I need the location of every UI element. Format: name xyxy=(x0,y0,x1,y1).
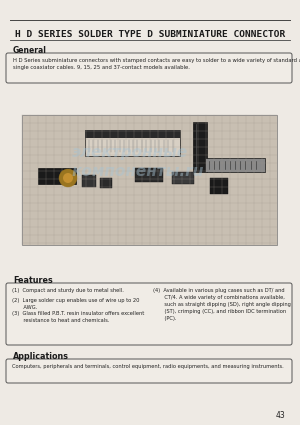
Bar xyxy=(38,168,76,184)
Text: Computers, peripherals and terminals, control equipment, radio equipments, and m: Computers, peripherals and terminals, co… xyxy=(12,364,284,369)
Text: электронные
компоненты.ru: электронные компоненты.ru xyxy=(72,145,205,179)
Circle shape xyxy=(63,173,73,183)
Bar xyxy=(135,168,163,182)
Text: General: General xyxy=(13,46,47,55)
Bar xyxy=(100,178,112,188)
Text: (3)  Glass filled P.B.T. resin insulator offers excellent
       resistance to h: (3) Glass filled P.B.T. resin insulator … xyxy=(12,311,144,323)
Text: Features: Features xyxy=(13,276,53,285)
Bar xyxy=(82,175,96,187)
FancyBboxPatch shape xyxy=(6,53,292,83)
Text: (4)  Available in various plug cases such as DT/ and
       CT/4. A wide variety: (4) Available in various plug cases such… xyxy=(153,288,291,321)
Text: H D Series subminiature connectors with stamped contacts are easy to solder to a: H D Series subminiature connectors with … xyxy=(13,58,300,70)
Bar xyxy=(85,130,180,156)
Text: 43: 43 xyxy=(275,411,285,420)
Text: H D SERIES SOLDER TYPE D SUBMINIATURE CONNECTOR: H D SERIES SOLDER TYPE D SUBMINIATURE CO… xyxy=(15,30,285,39)
FancyBboxPatch shape xyxy=(6,359,292,383)
Bar xyxy=(85,130,180,138)
Text: (2)  Large solder cup enables use of wire up to 20
       AWG.: (2) Large solder cup enables use of wire… xyxy=(12,298,140,310)
Text: Applications: Applications xyxy=(13,352,69,361)
Bar xyxy=(193,122,207,172)
Bar xyxy=(210,178,228,194)
FancyBboxPatch shape xyxy=(6,283,292,345)
Bar xyxy=(205,158,265,172)
Bar xyxy=(172,172,194,184)
Text: (1)  Compact and sturdy due to metal shell.: (1) Compact and sturdy due to metal shel… xyxy=(12,288,124,293)
Circle shape xyxy=(59,169,77,187)
Bar xyxy=(22,115,277,245)
